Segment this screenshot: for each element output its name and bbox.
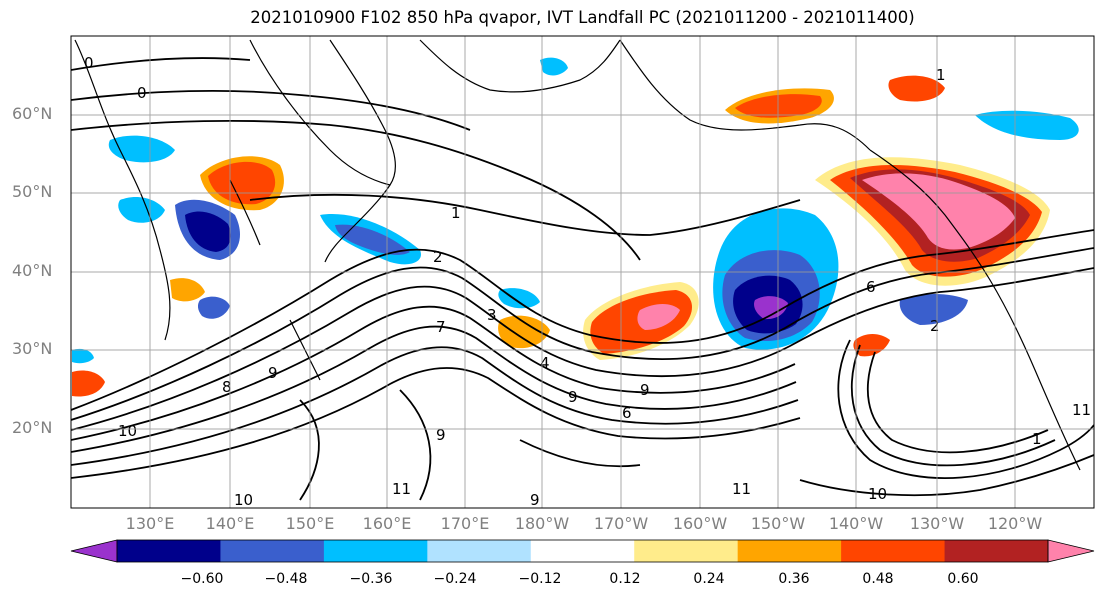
colorbar-tick-label: 0.36: [778, 571, 810, 587]
svg-text:9: 9: [268, 364, 278, 382]
lat-label: 30°N: [12, 339, 53, 358]
lon-label: 140°W: [828, 514, 884, 533]
lon-label: 170°E: [440, 514, 490, 533]
colorbar-swatch: [634, 540, 739, 562]
colorbar-extend-low: [70, 539, 118, 563]
lon-label: 160°E: [362, 514, 412, 533]
svg-text:2: 2: [930, 317, 940, 335]
svg-text:8: 8: [222, 378, 232, 396]
colorbar-swatch: [737, 540, 842, 562]
svg-text:9: 9: [568, 388, 578, 406]
lon-label: 130°W: [909, 514, 965, 533]
svg-text:1: 1: [451, 204, 461, 222]
colorbar-swatch: [530, 540, 635, 562]
svg-text:4: 4: [540, 354, 550, 372]
lat-label: 50°N: [12, 182, 53, 201]
colorbar: [70, 539, 1095, 563]
colorbar-swatch: [944, 540, 1049, 562]
colorbar-swatch: [117, 540, 221, 562]
lon-label: 150°E: [285, 514, 335, 533]
lat-label: 20°N: [12, 418, 53, 437]
colorbar-swatch: [323, 540, 428, 562]
coastlines: [74, 39, 1081, 471]
svg-text:1: 1: [1032, 430, 1042, 448]
svg-text:11: 11: [732, 480, 751, 498]
svg-text:6: 6: [866, 278, 876, 296]
colorbar-tick-label: 0.48: [862, 571, 894, 587]
svg-text:2: 2: [433, 248, 443, 266]
lon-label: 130°E: [125, 514, 175, 533]
lon-label: 180°W: [514, 514, 570, 533]
svg-text:11: 11: [1072, 401, 1091, 419]
svg-text:0: 0: [137, 84, 147, 102]
svg-text:10: 10: [234, 491, 253, 509]
lat-label: 60°N: [12, 104, 53, 123]
negative-anomaly-fields: [72, 57, 1079, 364]
map-title: 2021010900 F102 850 hPa qvapor, IVT Land…: [250, 8, 915, 27]
lon-label: 120°W: [987, 514, 1043, 533]
colorbar-tick-label: 0.60: [947, 571, 979, 587]
positive-anomaly-fields: [72, 75, 1050, 397]
svg-text:10: 10: [868, 485, 887, 503]
lon-label: 150°W: [750, 514, 806, 533]
lon-label: 170°W: [593, 514, 649, 533]
colorbar-tick-label: −0.12: [518, 571, 562, 587]
colorbar-swatch: [841, 540, 946, 562]
lon-label: 160°W: [672, 514, 728, 533]
svg-text:6: 6: [622, 404, 632, 422]
colorbar-tick-label: −0.48: [264, 571, 308, 587]
graticule: [71, 36, 1094, 508]
svg-text:9: 9: [436, 426, 446, 444]
colorbar-tick-label: −0.36: [349, 571, 393, 587]
svg-text:1: 1: [936, 66, 946, 84]
svg-text:10: 10: [118, 422, 137, 440]
svg-text:9: 9: [530, 491, 540, 509]
svg-text:11: 11: [392, 480, 411, 498]
ivt-contours: [71, 57, 1094, 501]
svg-text:0: 0: [84, 54, 94, 72]
colorbar-tick-label: −0.24: [433, 571, 477, 587]
colorbar-tick-label: −0.60: [180, 571, 224, 587]
colorbar-tick-label: 0.24: [693, 571, 725, 587]
colorbar-extend-high: [1047, 539, 1095, 563]
lon-label: 140°E: [205, 514, 255, 533]
svg-text:9: 9: [640, 381, 650, 399]
svg-text:3: 3: [487, 306, 497, 324]
svg-text:7: 7: [436, 318, 446, 336]
colorbar-swatch: [427, 540, 532, 562]
lat-label: 40°N: [12, 261, 53, 280]
contour-labels: 0 0 1 2 3 4 6 7 8 9 9 9 9 10 10 11 11 10…: [84, 54, 1091, 509]
colorbar-tick-label: 0.12: [609, 571, 641, 587]
colorbar-swatch: [220, 540, 325, 562]
